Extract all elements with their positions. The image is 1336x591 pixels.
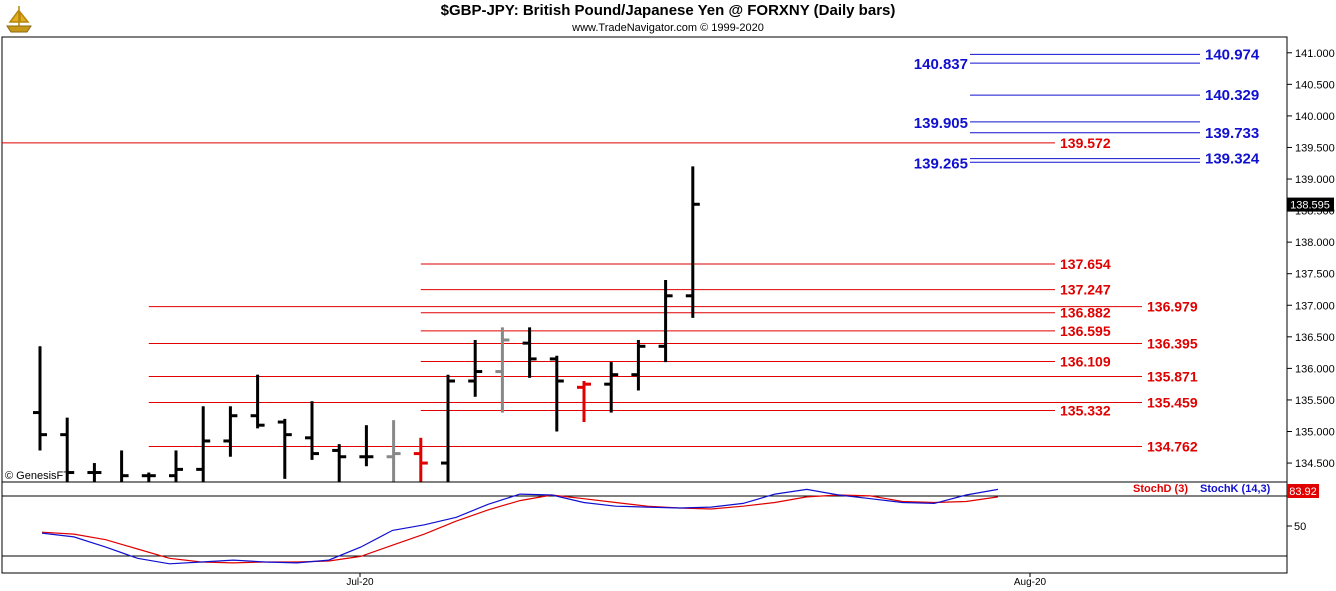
level-label: 135.871: [1147, 369, 1198, 385]
stoch-d-legend: StochD (3): [1133, 483, 1188, 495]
ohlc-bar: [468, 339, 483, 397]
stoch-last-value-box: [1287, 484, 1319, 498]
y-axis-tick-label: 134.500: [1295, 458, 1335, 470]
x-axis-tick-label: Aug-20: [1014, 577, 1047, 588]
trade-navigator-ship-logo-icon: [4, 4, 34, 34]
ohlc-bar: [196, 406, 211, 482]
y-axis-tick-label: 141.000: [1295, 48, 1335, 60]
level-label: 139.265: [914, 155, 968, 172]
ohlc-bar: [169, 450, 183, 482]
y-axis-tick-label: 139.500: [1295, 142, 1335, 154]
level-label: 139.324: [1205, 151, 1260, 168]
level-label: 136.979: [1147, 299, 1198, 315]
last-price-box: [1287, 197, 1334, 212]
ohlc-bar: [549, 355, 564, 432]
chart-title: $GBP-JPY: British Pound/Japanese Yen @ F…: [440, 2, 896, 19]
ohlc-bar: [413, 437, 428, 482]
level-label: 135.459: [1147, 395, 1198, 411]
ohlc-bar: [658, 280, 673, 363]
ohlc-bar: [141, 472, 156, 482]
level-label: 139.572: [1060, 135, 1111, 151]
stochastic-panel: Jul-20 Aug-20 StochD (3) StochK (14,3) 50 83.…: [1, 481, 1319, 588]
stoch-last-value-label: 83.92: [1289, 486, 1317, 498]
y-axis-tick-label: 140.500: [1295, 79, 1335, 91]
level-label: 140.837: [914, 56, 968, 73]
y-axis-tick-label: 137.500: [1295, 269, 1335, 281]
ohlc-bar: [441, 374, 455, 482]
level-label: 140.974: [1205, 46, 1260, 63]
ohlc-bar: [522, 327, 537, 378]
y-axis-tick-label: 136.000: [1295, 363, 1335, 375]
ohlc-bar: [631, 339, 646, 391]
stoch-y-axis-tick-label: 50: [1294, 521, 1306, 533]
ohlc-bar: [60, 417, 75, 482]
level-label: 136.882: [1060, 305, 1111, 321]
y-axis-tick-label: 138.000: [1295, 237, 1335, 249]
ohlc-bar: [120, 450, 129, 482]
level-label: 136.109: [1060, 354, 1111, 370]
stoch-panel-frame: [1, 481, 1288, 574]
level-label: 136.595: [1060, 323, 1111, 339]
ohlc-bar: [277, 418, 292, 479]
y-axis-tick-label: 135.500: [1295, 395, 1335, 407]
y-axis-tick-label: 137.000: [1295, 300, 1335, 312]
genesis-watermark: © GenesisFT: [5, 470, 70, 482]
x-axis-tick-label: Jul-20: [346, 577, 374, 588]
price-panel: 134.500 135.000 135.500 136.000 136.500 137.0…: [1, 36, 1335, 483]
level-label: 139.905: [914, 115, 968, 132]
level-label: 137.654: [1060, 256, 1111, 272]
ohlc-bar: [33, 346, 47, 451]
level-label: 139.733: [1205, 125, 1259, 142]
level-label: 134.762: [1147, 439, 1198, 455]
ohlc-bar: [250, 374, 265, 429]
y-axis-tick-label: 136.500: [1295, 332, 1335, 344]
stoch-k-legend: StochK (14,3): [1200, 483, 1271, 495]
ohlc-bar: [87, 463, 102, 482]
ohlc-bar: [332, 444, 347, 482]
level-label: 136.395: [1147, 335, 1198, 351]
ohlc-bar: [685, 166, 700, 318]
level-label: 140.329: [1205, 87, 1259, 104]
chart-subtitle: www.TradeNavigator.com © 1999-2020: [572, 22, 764, 34]
ohlc-bar: [223, 406, 238, 457]
y-axis-tick-label: 140.000: [1295, 111, 1335, 123]
ohlc-bar: [495, 327, 510, 413]
ohlc-bar: [604, 362, 619, 413]
level-label: 135.332: [1060, 403, 1111, 419]
last-price-label: 138.595: [1290, 200, 1330, 212]
ohlc-bar: [386, 420, 401, 482]
level-label: 137.247: [1060, 282, 1111, 298]
y-axis-tick-label: 139.000: [1295, 174, 1335, 186]
ohlc-bar: [577, 381, 591, 423]
ohlc-bar: [359, 425, 374, 467]
y-axis-tick-label: 135.000: [1295, 427, 1335, 439]
ohlc-bar: [305, 401, 319, 460]
stoch-k-line: [41, 488, 999, 565]
